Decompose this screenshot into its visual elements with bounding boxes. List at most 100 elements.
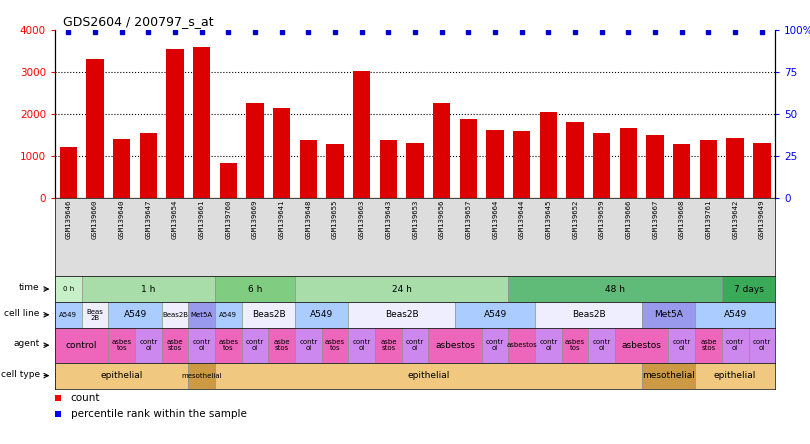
Text: count: count	[70, 393, 100, 404]
Text: asbe
stos: asbe stos	[167, 340, 183, 351]
Bar	[166, 49, 184, 198]
Bar	[109, 302, 162, 328]
Bar	[353, 71, 370, 198]
Bar	[215, 276, 295, 302]
Text: GSM139663: GSM139663	[359, 199, 364, 238]
Bar	[295, 328, 322, 363]
Bar	[246, 103, 264, 198]
Text: 48 h: 48 h	[605, 285, 625, 293]
Text: GSM139669: GSM139669	[252, 199, 258, 238]
Text: GDS2604 / 200797_s_at: GDS2604 / 200797_s_at	[63, 15, 214, 28]
Bar	[407, 143, 424, 198]
Bar	[642, 363, 695, 388]
Bar	[162, 328, 189, 363]
Text: asbes
tos: asbes tos	[565, 340, 585, 351]
Bar	[509, 328, 535, 363]
Text: contr
ol: contr ol	[139, 340, 158, 351]
Text: GSM139655: GSM139655	[332, 199, 338, 238]
Text: GSM139660: GSM139660	[92, 199, 98, 238]
Bar	[140, 133, 157, 198]
Text: control: control	[66, 341, 97, 350]
Bar	[727, 138, 744, 198]
Bar	[189, 302, 215, 328]
Bar	[620, 128, 637, 198]
Text: GSM139656: GSM139656	[439, 199, 445, 238]
Bar	[215, 328, 241, 363]
Text: GSM139654: GSM139654	[172, 199, 178, 238]
Bar	[322, 328, 348, 363]
Bar	[55, 363, 189, 388]
Bar	[460, 119, 477, 198]
Text: epithelial: epithelial	[714, 371, 757, 380]
Bar	[87, 59, 104, 198]
Text: GSM139667: GSM139667	[652, 199, 659, 238]
Text: asbes
tos: asbes tos	[325, 340, 345, 351]
Bar	[589, 328, 615, 363]
Bar	[295, 276, 509, 302]
Text: asbes
tos: asbes tos	[219, 340, 238, 351]
Text: GSM139668: GSM139668	[679, 199, 684, 238]
Text: 7 days: 7 days	[734, 285, 764, 293]
Bar	[539, 112, 557, 198]
Text: contr
ol: contr ol	[539, 340, 557, 351]
Bar	[109, 328, 135, 363]
Bar	[55, 302, 82, 328]
Bar	[487, 130, 504, 198]
Text: Beas
2B: Beas 2B	[87, 309, 104, 321]
Bar	[220, 163, 237, 198]
Text: Beas2B: Beas2B	[385, 310, 419, 319]
Text: contr
ol: contr ol	[406, 340, 424, 351]
Text: contr
ol: contr ol	[752, 340, 771, 351]
Text: Met5A: Met5A	[654, 310, 683, 319]
Text: asbes
tos: asbes tos	[112, 340, 132, 351]
Bar	[402, 328, 428, 363]
Text: time: time	[19, 283, 40, 292]
Text: epithelial: epithelial	[100, 371, 143, 380]
Text: percentile rank within the sample: percentile rank within the sample	[70, 409, 246, 419]
Bar	[189, 328, 215, 363]
Bar	[593, 133, 611, 198]
Text: asbe
stos: asbe stos	[274, 340, 290, 351]
Bar	[433, 103, 450, 198]
Bar	[748, 328, 775, 363]
Bar	[514, 131, 531, 198]
Text: A549: A549	[484, 310, 507, 319]
Text: contr
ol: contr ol	[726, 340, 744, 351]
Text: GSM139661: GSM139661	[198, 199, 205, 238]
Text: GSM139646: GSM139646	[66, 199, 71, 238]
Bar	[535, 302, 642, 328]
Text: A549: A549	[723, 310, 747, 319]
Text: A549: A549	[123, 310, 147, 319]
Text: cell line: cell line	[4, 309, 40, 318]
Bar	[162, 302, 189, 328]
Bar	[615, 328, 668, 363]
Text: contr
ol: contr ol	[672, 340, 691, 351]
Bar	[193, 47, 211, 198]
Text: GSM139652: GSM139652	[572, 199, 578, 238]
Text: asbestos: asbestos	[622, 341, 662, 350]
Text: epithelial: epithelial	[407, 371, 450, 380]
Bar	[722, 328, 748, 363]
Bar	[375, 328, 402, 363]
Bar	[509, 276, 722, 302]
Bar	[189, 363, 215, 388]
Text: Beas2B: Beas2B	[162, 312, 188, 318]
Bar	[326, 144, 343, 198]
Bar	[428, 328, 482, 363]
Text: GSM139645: GSM139645	[545, 199, 552, 238]
Bar	[566, 122, 584, 198]
Bar	[113, 139, 130, 198]
Bar	[700, 140, 717, 198]
Bar	[60, 147, 77, 198]
Bar	[273, 107, 291, 198]
Text: contr
ol: contr ol	[486, 340, 505, 351]
Bar	[135, 328, 162, 363]
Text: 6 h: 6 h	[248, 285, 262, 293]
Text: contr
ol: contr ol	[352, 340, 371, 351]
Bar	[380, 140, 397, 198]
Text: contr
ol: contr ol	[193, 340, 211, 351]
Bar	[642, 302, 695, 328]
Bar	[673, 144, 690, 198]
Bar	[300, 140, 317, 198]
Bar	[722, 276, 775, 302]
